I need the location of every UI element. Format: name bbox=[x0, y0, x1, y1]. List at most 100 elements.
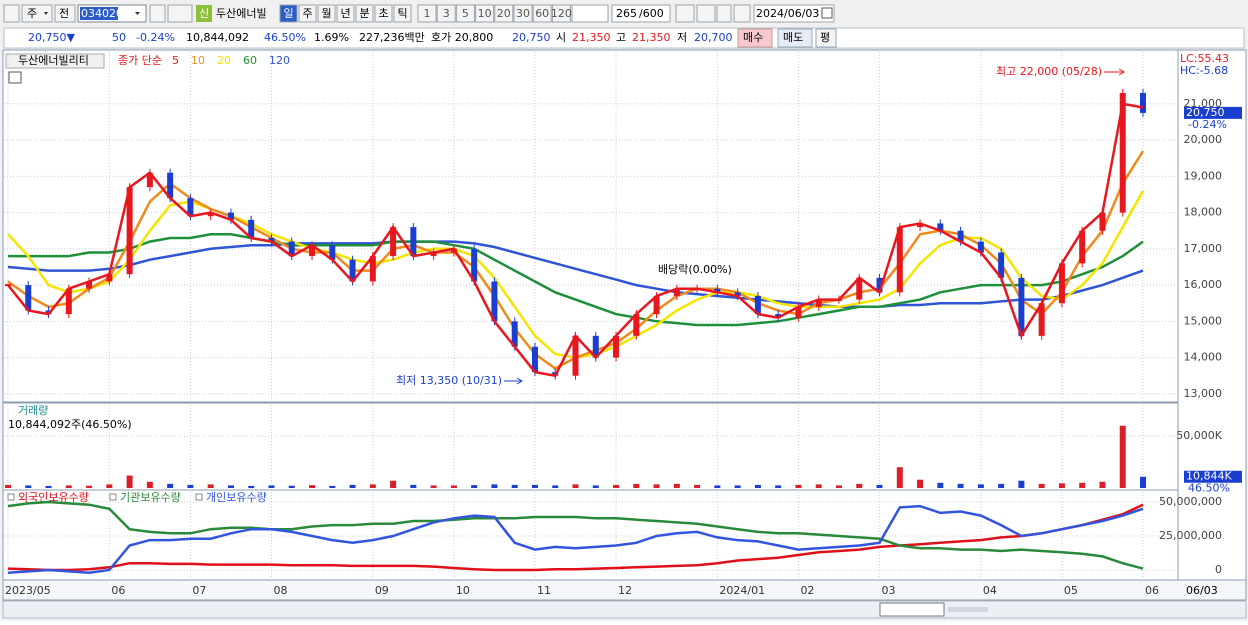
low-arrow bbox=[504, 377, 523, 385]
candle bbox=[65, 288, 72, 315]
interval-button[interactable] bbox=[494, 4, 514, 23]
volume-bar bbox=[410, 484, 417, 488]
quote-bar bbox=[3, 27, 1245, 49]
volume-bar bbox=[187, 484, 194, 488]
interval-label: 10 bbox=[478, 7, 492, 20]
sell-button[interactable] bbox=[777, 28, 813, 48]
period-button[interactable] bbox=[317, 4, 336, 23]
candle bbox=[977, 241, 984, 253]
calendar-icon[interactable] bbox=[821, 7, 833, 19]
interval-button[interactable] bbox=[436, 4, 456, 23]
volume-bar bbox=[1018, 480, 1025, 488]
period-button[interactable] bbox=[298, 4, 317, 23]
y-tick-label: 18,000 bbox=[1184, 206, 1223, 219]
hc: HC:-5.68 bbox=[1180, 64, 1228, 77]
x-tick-label: 06 bbox=[1145, 584, 1159, 597]
market-select[interactable] bbox=[21, 4, 53, 23]
badge-label: 신 bbox=[199, 7, 209, 20]
interval-button[interactable] bbox=[455, 4, 475, 23]
change: 50 bbox=[112, 31, 126, 44]
volume-bar bbox=[754, 484, 761, 488]
volume-bar bbox=[1038, 483, 1045, 488]
tool-icon[interactable] bbox=[696, 4, 716, 23]
badge bbox=[196, 5, 212, 22]
series-line bbox=[7, 500, 1144, 570]
volume-bar bbox=[491, 484, 498, 488]
volume-bar bbox=[531, 484, 538, 488]
count-box[interactable] bbox=[611, 4, 671, 23]
date-input[interactable] bbox=[753, 4, 835, 23]
avg-button[interactable] bbox=[815, 28, 837, 48]
stock-title: 두산에너빌리티 bbox=[18, 54, 89, 67]
prev-button[interactable] bbox=[54, 4, 76, 23]
x-tick-label: 12 bbox=[618, 584, 632, 597]
candle bbox=[248, 219, 255, 238]
table-icon[interactable] bbox=[8, 71, 22, 84]
change-rate: -0.24% bbox=[136, 31, 175, 44]
candle bbox=[1099, 212, 1106, 231]
candle bbox=[126, 187, 133, 275]
x-axis bbox=[2, 579, 1247, 601]
volume-bar bbox=[86, 485, 93, 488]
period-button[interactable] bbox=[393, 4, 412, 23]
interval-button[interactable] bbox=[417, 4, 437, 23]
x-tick-label: 2024/01 bbox=[719, 584, 765, 597]
search-button[interactable] bbox=[149, 4, 166, 23]
interval-button[interactable] bbox=[475, 4, 495, 23]
settings-icon[interactable] bbox=[733, 4, 751, 23]
prev-label: 전 bbox=[59, 7, 69, 20]
save-icon[interactable] bbox=[716, 4, 732, 23]
interval-button[interactable] bbox=[532, 4, 552, 23]
x-last: 06/03 bbox=[1186, 584, 1218, 597]
period-label: 분 bbox=[359, 7, 369, 20]
x-tick-label: 08 bbox=[273, 584, 287, 597]
y-tick-label: 13,000 bbox=[1184, 387, 1223, 400]
high-annotation: 최고 22,000 (05/28) bbox=[996, 65, 1102, 78]
interval-label: 1 bbox=[424, 7, 431, 20]
period-button[interactable] bbox=[374, 4, 393, 23]
x-tick-label: 04 bbox=[983, 584, 997, 597]
period-button[interactable] bbox=[355, 4, 374, 23]
volume-bar bbox=[25, 485, 32, 488]
volume-bar bbox=[45, 485, 52, 488]
period-label: 틱 bbox=[397, 7, 407, 20]
volume-bar bbox=[1079, 482, 1086, 488]
current-box bbox=[1184, 470, 1242, 483]
scrollbar[interactable] bbox=[2, 600, 1247, 619]
volume-title: 거래량 bbox=[18, 404, 48, 417]
volume-bar bbox=[207, 484, 214, 488]
volume-bar bbox=[1099, 481, 1106, 488]
sell-label: 매도 bbox=[783, 31, 803, 44]
candle bbox=[592, 335, 599, 358]
low-label: 저 bbox=[677, 31, 687, 44]
volume-bar bbox=[288, 485, 295, 488]
x-tick-label: 03 bbox=[882, 584, 896, 597]
interval-label: 30 bbox=[516, 7, 530, 20]
volume-bar bbox=[937, 482, 944, 488]
interval-button[interactable] bbox=[551, 4, 571, 23]
tool-icon[interactable] bbox=[675, 4, 695, 23]
zoom-slider[interactable] bbox=[948, 607, 988, 612]
legend-entry: 개인보유수량 bbox=[206, 491, 267, 504]
date: 2024/06/03 bbox=[756, 7, 819, 20]
open: 21,350 bbox=[572, 31, 611, 44]
period-button[interactable] bbox=[336, 4, 355, 23]
volume-bar bbox=[592, 485, 599, 488]
market-type: 주 bbox=[27, 7, 37, 20]
sound-button[interactable] bbox=[167, 4, 193, 23]
lc: LC:55.43 bbox=[1180, 52, 1229, 65]
buy-button[interactable] bbox=[737, 28, 773, 48]
candle bbox=[430, 252, 437, 257]
volume-bar bbox=[167, 483, 174, 488]
candle bbox=[1038, 303, 1045, 336]
menu-icon[interactable] bbox=[3, 4, 20, 23]
interval-button[interactable] bbox=[513, 4, 533, 23]
period-label: 주 bbox=[302, 7, 312, 20]
candle bbox=[167, 172, 174, 199]
nav-buttons[interactable] bbox=[879, 602, 945, 617]
series-line bbox=[7, 240, 1144, 309]
period-label: 월 bbox=[321, 7, 331, 20]
period-button[interactable] bbox=[279, 4, 298, 23]
count-select[interactable] bbox=[571, 4, 609, 23]
candle bbox=[754, 295, 761, 315]
